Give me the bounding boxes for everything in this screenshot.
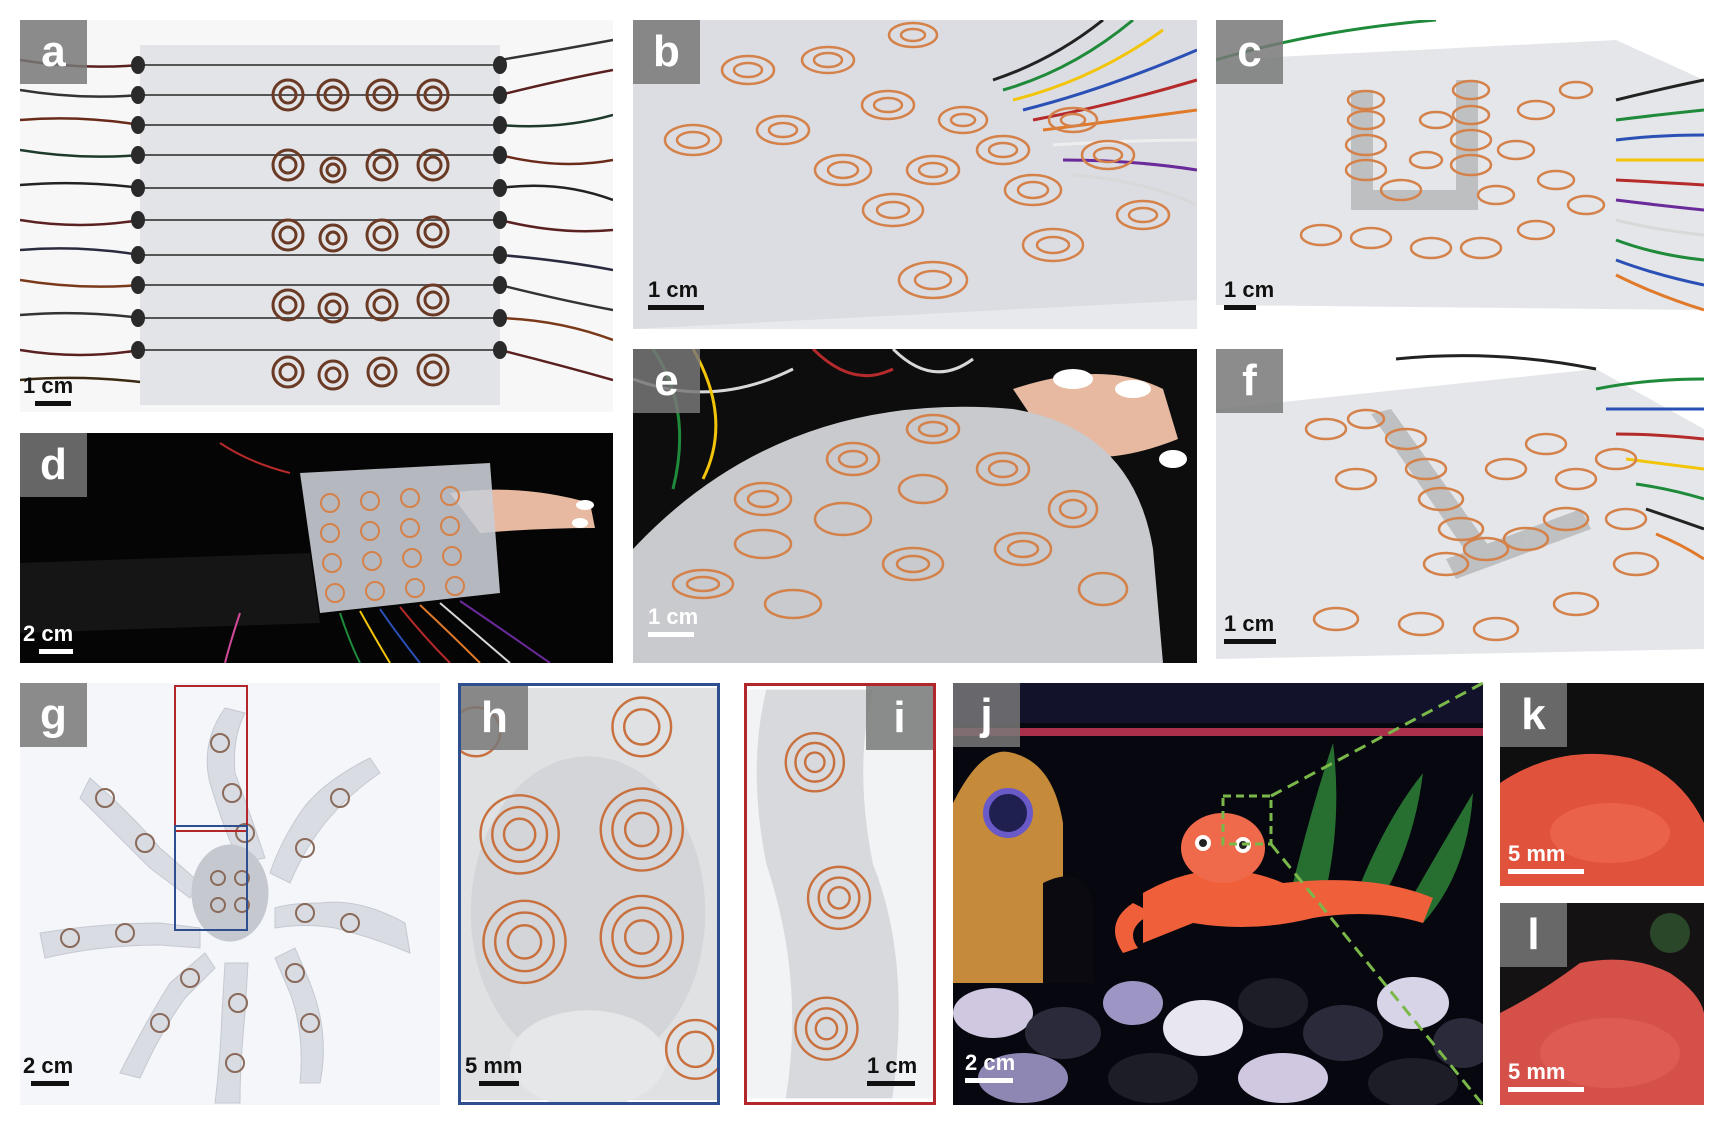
panel-f-scale-line: [1224, 639, 1276, 644]
panel-l-scale-line: [1508, 1087, 1584, 1092]
panel-k-scale-bar: 5 mm: [1508, 841, 1584, 874]
panel-b-scale-text: 1 cm: [648, 277, 699, 302]
panel-l-scale-text: 5 mm: [1508, 1059, 1566, 1084]
panel-b-photo: [633, 20, 1197, 329]
panel-l: l 5 mm: [1500, 903, 1704, 1105]
panel-f-label: f: [1216, 349, 1283, 413]
panel-c-label: c: [1216, 20, 1283, 84]
panel-g-blue-zoom-box: [174, 825, 248, 931]
panel-e: e 1 cm: [633, 349, 1197, 663]
panel-i-scale-bar: 1 cm: [867, 1053, 917, 1086]
panel-i-photo: [747, 689, 933, 1099]
panel-b-scale-bar: 1 cm: [648, 277, 704, 310]
panel-j: j 2 cm: [953, 683, 1483, 1105]
panel-b: b 1 cm: [633, 20, 1197, 329]
panel-c-scale-bar: 1 cm: [1224, 277, 1274, 310]
panel-b-label: b: [633, 20, 700, 84]
panel-b-scale-line: [648, 305, 704, 310]
panel-i-label: i: [866, 686, 933, 750]
panel-e-scale-bar: 1 cm: [648, 604, 698, 637]
panel-c-scale-line: [1224, 305, 1256, 310]
panel-d-scale-bar: 2 cm: [23, 621, 73, 654]
panel-g: g 2 cm: [20, 683, 440, 1105]
panel-h-label: h: [461, 686, 528, 750]
panel-f-photo: [1216, 349, 1704, 663]
panel-l-scale-bar: 5 mm: [1508, 1059, 1584, 1092]
panel-j-photo: [953, 683, 1483, 1105]
panel-a-label: a: [20, 20, 87, 84]
panel-i-scale-line: [867, 1081, 915, 1086]
panel-a-scale-text: 1 cm: [23, 373, 74, 398]
panel-j-label: j: [953, 683, 1020, 747]
panel-g-photo: [20, 683, 440, 1105]
panel-d-photo: [20, 433, 613, 663]
panel-a-scale-bar: 1 cm: [23, 373, 73, 406]
panel-e-scale-text: 1 cm: [648, 604, 699, 629]
panel-f: f 1 cm: [1216, 349, 1704, 663]
panel-l-label: l: [1500, 903, 1567, 967]
panel-l-photo: [1500, 903, 1704, 1105]
panel-d-scale-line: [39, 649, 73, 654]
panel-h-scale-bar: 5 mm: [465, 1053, 522, 1086]
panel-k-photo: [1500, 683, 1704, 886]
panel-i-scale-text: 1 cm: [867, 1053, 918, 1078]
panel-k: k 5 mm: [1500, 683, 1704, 886]
panel-h-photo: [461, 687, 717, 1102]
panel-g-red-zoom-box: [174, 685, 248, 832]
panel-a-photo: [20, 20, 613, 412]
panel-e-label: e: [633, 349, 700, 413]
panel-a: a 1 cm: [20, 20, 613, 412]
panel-d-scale-text: 2 cm: [23, 621, 74, 646]
panel-e-photo: [633, 349, 1197, 663]
panel-d: d 2 cm: [20, 433, 613, 663]
panel-c-photo: [1216, 20, 1704, 329]
panel-g-scale-line: [31, 1081, 69, 1086]
panel-a-scale-line: [35, 401, 71, 406]
panel-g-label: g: [20, 683, 87, 747]
panel-f-scale-bar: 1 cm: [1224, 611, 1276, 644]
panel-k-label: k: [1500, 683, 1567, 747]
panel-j-scale-text: 2 cm: [965, 1050, 1016, 1075]
panel-h-scale-text: 5 mm: [465, 1053, 523, 1078]
panel-k-scale-line: [1508, 869, 1584, 874]
panel-g-scale-text: 2 cm: [23, 1053, 74, 1078]
panel-c-scale-text: 1 cm: [1224, 277, 1275, 302]
panel-j-zoom-box: [1221, 794, 1273, 846]
panel-c: c 1 cm: [1216, 20, 1704, 329]
panel-d-label: d: [20, 433, 87, 497]
panel-j-scale-bar: 2 cm: [965, 1050, 1015, 1083]
panel-e-scale-line: [648, 632, 694, 637]
panel-i: i 1 cm: [744, 683, 936, 1105]
panel-f-scale-text: 1 cm: [1224, 611, 1275, 636]
panel-h: h 5 mm: [458, 683, 720, 1105]
panel-k-scale-text: 5 mm: [1508, 841, 1566, 866]
panel-j-scale-line: [965, 1078, 1013, 1083]
panel-h-scale-line: [479, 1081, 519, 1086]
panel-g-scale-bar: 2 cm: [23, 1053, 73, 1086]
